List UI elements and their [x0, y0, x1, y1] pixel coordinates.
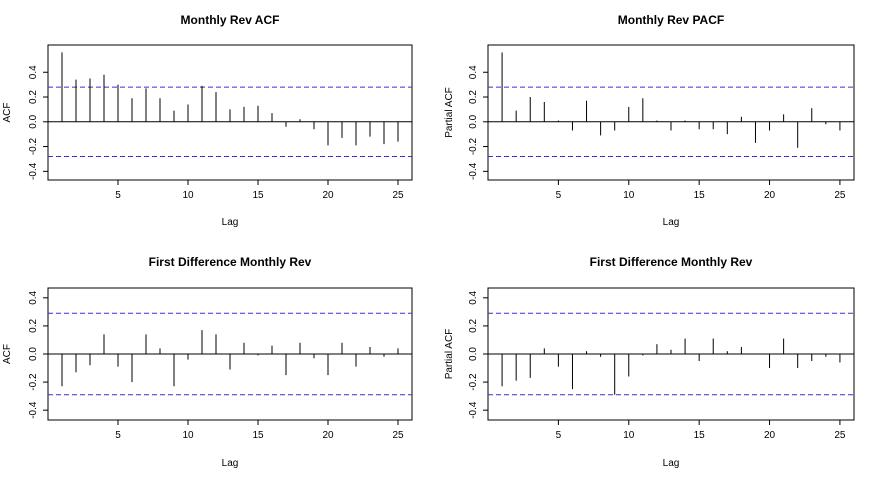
y-tick-label: -0.2 [28, 373, 39, 391]
y-tick-label: -0.4 [28, 401, 39, 419]
y-tick-label: 0.0 [28, 347, 39, 361]
y-axis-label: ACF [2, 344, 13, 364]
y-tick-label: -0.2 [468, 138, 479, 156]
y-tick-label: -0.2 [468, 373, 479, 391]
y-tick-label: -0.4 [468, 162, 479, 180]
x-tick-label: 25 [392, 430, 404, 441]
x-axis-label: Lag [222, 458, 239, 469]
y-tick-label: 0.2 [468, 319, 479, 333]
y-tick-label: 0.4 [468, 65, 479, 79]
chart-panel-3: First Difference Monthly Rev 5 10 15 20 25 -0.… [2, 255, 413, 469]
y-tick-label: 0.0 [468, 114, 479, 128]
y-axis-label: Partial ACF [444, 329, 455, 380]
chart-title: Monthly Rev PACF [618, 13, 724, 27]
plot-frame [47, 44, 413, 181]
y-tick-label: -0.4 [468, 401, 479, 419]
x-tick-label: 15 [252, 430, 264, 441]
x-tick-label: 25 [392, 190, 404, 201]
x-tick-label: 10 [182, 430, 194, 441]
x-tick-label: 25 [834, 190, 846, 201]
x-tick-label: 15 [694, 190, 706, 201]
plot-frame [487, 44, 855, 181]
chart-title: First Difference Monthly Rev [590, 255, 753, 269]
x-tick-label: 5 [115, 430, 121, 441]
y-tick-label: 0.4 [468, 290, 479, 304]
y-axis-label: Partial ACF [444, 87, 455, 138]
x-tick-label: 10 [623, 190, 635, 201]
x-tick-label: 5 [115, 190, 121, 201]
y-tick-label: -0.2 [28, 138, 39, 156]
x-tick-label: 20 [322, 190, 334, 201]
y-tick-label: 0.0 [28, 114, 39, 128]
x-tick-label: 20 [322, 430, 334, 441]
y-tick-label: 0.2 [468, 90, 479, 104]
chart-panel-4: First Difference Monthly Rev 5 10 15 20 25 -0.… [444, 255, 855, 469]
x-tick-label: 15 [252, 190, 264, 201]
y-axis-label: ACF [2, 103, 13, 123]
y-tick-label: 0.4 [28, 290, 39, 304]
x-tick-label: 5 [556, 190, 562, 201]
x-tick-label: 20 [764, 430, 776, 441]
y-tick-label: 0.0 [468, 347, 479, 361]
x-tick-label: 25 [834, 430, 846, 441]
chart-title: Monthly Rev ACF [181, 13, 280, 27]
x-axis-label: Lag [663, 458, 680, 469]
y-tick-label: -0.4 [28, 162, 39, 180]
x-tick-label: 10 [623, 430, 635, 441]
chart-title: First Difference Monthly Rev [149, 255, 312, 269]
x-tick-label: 20 [764, 190, 776, 201]
x-tick-label: 10 [182, 190, 194, 201]
y-tick-label: 0.4 [28, 65, 39, 79]
x-axis-label: Lag [222, 217, 239, 228]
x-tick-label: 15 [694, 430, 706, 441]
chart-panel-2: Monthly Rev PACF 5 10 15 20 25 -0.4 -0.2 0.0 0.2 0… [444, 13, 855, 228]
chart-panel-1: Monthly Rev ACF 5 10 15 20 25 -0.4 -0.2 0.0 0.2 0.… [2, 13, 413, 228]
y-tick-label: 0.2 [28, 319, 39, 333]
x-axis-label: Lag [663, 217, 680, 228]
y-tick-label: 0.2 [28, 90, 39, 104]
x-tick-label: 5 [556, 430, 562, 441]
